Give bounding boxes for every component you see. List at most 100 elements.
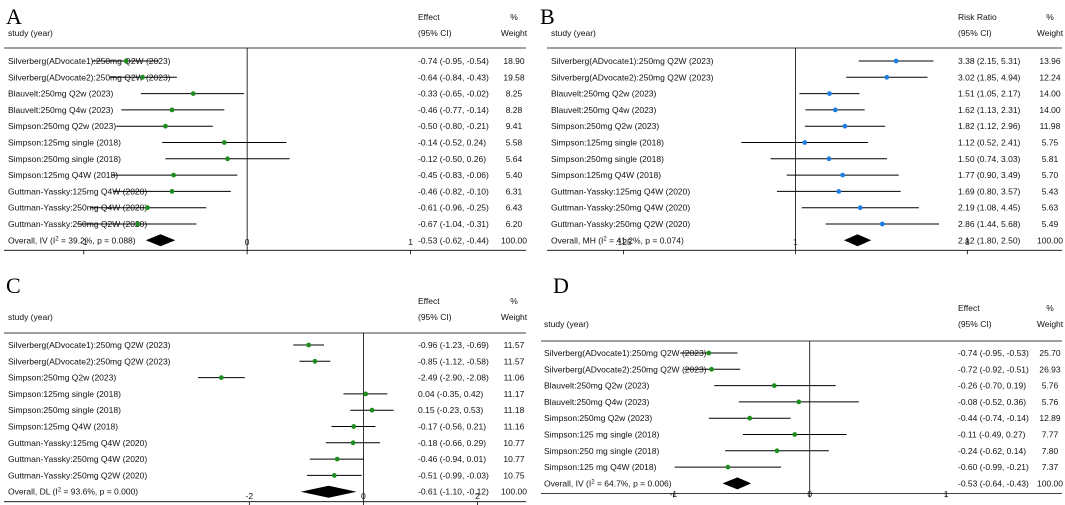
x-tick-label: 8 <box>965 237 970 247</box>
study-ci-text: -0.50 (-0.80, -0.21) <box>418 121 489 131</box>
percent-header: % <box>1046 303 1054 313</box>
study-label: Silverberg(ADvocate1):250mg Q2W (2023) <box>551 56 714 66</box>
study-ci-text: -0.44 (-0.74, -0.14) <box>958 413 1029 423</box>
x-tick-label: 0 <box>361 491 366 501</box>
study-weight: 7.37 <box>1042 462 1059 472</box>
percent-header: % <box>1046 12 1054 22</box>
study-weight: 5.75 <box>1042 138 1059 148</box>
study-weight: 10.75 <box>503 470 525 480</box>
study-ci-text: -0.60 (-0.99, -0.21) <box>958 462 1029 472</box>
study-ci-text: -0.61 (-0.96, -0.25) <box>418 203 489 213</box>
study-label: Silverberg(ADvocate2):250mg Q2W (2023) <box>544 364 707 374</box>
ci-header: (95% CI) <box>958 319 992 329</box>
point-estimate <box>879 221 885 227</box>
effect-header: Risk Ratio <box>958 12 997 22</box>
overall-weight: 100.00 <box>1037 235 1063 245</box>
overall-ci-text: -0.53 (-0.62, -0.44) <box>418 235 489 245</box>
panel-letter: B <box>540 4 555 29</box>
study-label: Simpson:125mg single (2018) <box>8 389 121 399</box>
overall-ci-text: 2.12 (1.80, 2.50) <box>958 235 1021 245</box>
overall-ci-text: -0.53 (-0.64, -0.43) <box>958 478 1029 488</box>
study-weight: 14.00 <box>1039 89 1061 99</box>
study-label: Guttman-Yassky:125mg Q4W (2020) <box>8 438 147 448</box>
study-ci-text: 1.82 (1.12, 2.96) <box>958 121 1021 131</box>
study-weight: 11.17 <box>504 389 525 399</box>
study-label: Simpson:125mg single (2018) <box>8 138 121 148</box>
study-ci-text: 1.62 (1.13, 2.31) <box>958 105 1021 115</box>
study-label: Guttman-Yassky:250mg Q2W (2020) <box>8 470 147 480</box>
overall-label: Overall, MH (I2 = 41.2%, p = 0.074) <box>551 235 684 245</box>
point-estimate <box>706 350 712 356</box>
x-tick-label: 1 <box>944 489 949 499</box>
study-label: Guttman-Yassky:250mg Q2W (2020) <box>551 219 690 229</box>
study-ci-text: -0.51 (-0.99, -0.03) <box>418 470 489 480</box>
study-header: study (year) <box>8 312 53 322</box>
study-ci-text: -0.74 (-0.95, -0.54) <box>418 56 489 66</box>
study-ci-text: -0.08 (-0.52, 0.36) <box>958 397 1026 407</box>
study-weight: 5.43 <box>1042 186 1059 196</box>
study-label: Simpson:250mg single (2018) <box>551 154 664 164</box>
study-ci-text: -0.46 (-0.82, -0.10) <box>418 186 489 196</box>
x-tick-label: 1 <box>408 237 413 247</box>
study-label: Guttman-Yassky:250mg Q4W (2020) <box>8 454 147 464</box>
study-weight: 8.28 <box>506 105 523 115</box>
study-ci-text: -0.26 (-0.70, 0.19) <box>958 381 1026 391</box>
study-weight: 5.49 <box>1042 219 1059 229</box>
panel-letter: D <box>553 273 569 298</box>
panel-letter: C <box>6 273 21 298</box>
study-label: Simpson:250mg Q2w (2023) <box>8 121 116 131</box>
study-weight: 7.80 <box>1042 446 1059 456</box>
point-estimate <box>331 473 337 478</box>
study-label: Simpson:125mg Q4W (2018) <box>551 170 661 180</box>
study-weight: 7.77 <box>1042 430 1059 440</box>
point-estimate <box>796 399 802 405</box>
percent-header: % <box>510 12 518 22</box>
study-weight: 5.70 <box>1042 170 1059 180</box>
study-ci-text: -0.74 (-0.95, -0.53) <box>958 348 1029 358</box>
point-estimate <box>840 172 846 178</box>
point-estimate <box>140 74 145 80</box>
study-weight: 8.25 <box>506 89 523 99</box>
point-estimate <box>169 189 175 194</box>
overall-label: Overall, IV (I2 = 64.7%, p = 0.006) <box>544 478 672 488</box>
study-header: study (year) <box>544 319 589 329</box>
point-estimate <box>312 358 318 364</box>
point-estimate <box>218 375 224 380</box>
weight-header: Weight <box>1037 28 1064 38</box>
study-label: Simpson:250mg Q2w (2023) <box>8 373 116 383</box>
overall-label: Overall, IV (I2 = 39.2%, p = 0.088) <box>8 235 136 245</box>
point-estimate <box>827 91 832 96</box>
study-label: Simpson:125mg Q4W (2018) <box>8 422 118 432</box>
overall-weight: 100.00 <box>501 235 527 245</box>
study-label: Blauvelt:250mg Q4w (2023) <box>551 105 657 115</box>
point-estimate <box>135 221 141 227</box>
study-ci-text: -0.12 (-0.50, 0.26) <box>418 154 486 164</box>
study-weight: 25.70 <box>1039 348 1061 358</box>
study-label: Blauvelt:250mg Q4w (2023) <box>544 397 650 407</box>
study-label: Blauvelt:250mg Q2w (2023) <box>544 381 650 391</box>
study-label: Silverberg(ADvocate2):250mg Q2W (2023) <box>551 72 714 82</box>
study-ci-text: 3.38 (2.15, 5.31) <box>958 56 1021 66</box>
study-ci-text: -0.96 (-1.23, -0.69) <box>418 340 489 350</box>
study-weight: 11.18 <box>504 405 525 415</box>
study-weight: 11.98 <box>1040 121 1061 131</box>
study-ci-text: 0.04 (-0.35, 0.42) <box>418 389 483 399</box>
point-estimate <box>221 140 227 145</box>
study-ci-text: 1.51 (1.05, 2.17) <box>958 89 1021 99</box>
point-estimate <box>842 123 848 129</box>
study-weight: 11.16 <box>504 422 525 432</box>
point-estimate <box>836 189 842 194</box>
overall-diamond <box>722 477 752 490</box>
point-estimate <box>369 407 375 413</box>
study-label: Guttman-Yassky:250mg Q4W (2020) <box>8 203 147 213</box>
point-estimate <box>334 456 340 462</box>
study-ci-text: 1.50 (0.74, 3.03) <box>958 154 1021 164</box>
point-estimate <box>857 205 863 211</box>
study-label: Silverberg(ADvocate2):250mg Q2W (2023) <box>8 72 171 82</box>
study-label: Guttman-Yassky:125mg Q4W (2020) <box>8 186 147 196</box>
overall-diamond <box>145 234 176 247</box>
ci-header: (95% CI) <box>958 28 992 38</box>
study-ci-text: -0.45 (-0.83, -0.06) <box>418 170 489 180</box>
